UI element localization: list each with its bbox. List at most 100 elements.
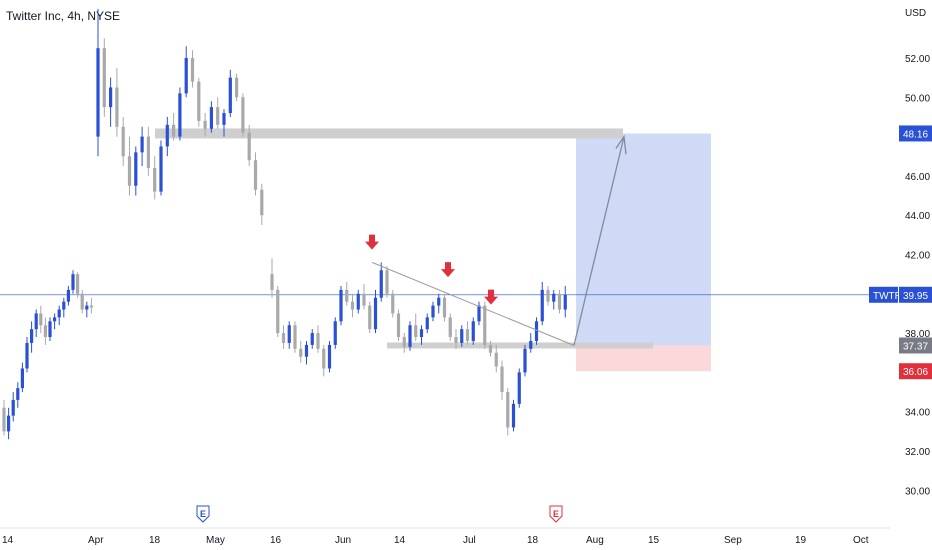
candle-body (299, 348, 303, 357)
candle-body (140, 136, 144, 153)
candle-body (20, 368, 24, 389)
candle-body (159, 146, 163, 192)
candle-body (270, 274, 274, 290)
candle-body (465, 329, 470, 341)
candle-body (115, 87, 119, 127)
candle-body (89, 305, 93, 308)
candle-body (373, 297, 378, 330)
candle-body (109, 87, 113, 108)
down-arrow-icon (484, 289, 498, 305)
candle-body (146, 136, 150, 169)
candle-body (216, 107, 220, 125)
candle-body (345, 289, 349, 302)
candle-body (34, 313, 38, 330)
candle-body (546, 289, 550, 302)
position-zones (576, 133, 711, 372)
drawings (365, 134, 627, 346)
candle-body (304, 344, 309, 357)
candle-body (391, 293, 395, 314)
candle-body (71, 274, 75, 290)
projection-arrowhead (615, 134, 627, 155)
candle-body (235, 77, 239, 98)
candle-body (339, 289, 343, 322)
candle-body (517, 372, 521, 404)
candle-body (102, 48, 106, 108)
time-tick-label: 19 (795, 535, 807, 546)
candle-body (80, 293, 84, 310)
candle-body (253, 160, 258, 190)
time-tick-label: Jun (335, 535, 351, 546)
time-tick-label: Aug (586, 535, 604, 546)
price-tick-label: 46.00 (905, 172, 930, 183)
price-label-box (899, 286, 932, 303)
time-tick-label: 14 (2, 535, 14, 546)
time-tick-label: 14 (394, 535, 406, 546)
time-tick-label: 18 (149, 535, 161, 546)
price-axis: USD52.0050.0048.0046.0044.0042.0040.0038… (905, 8, 930, 497)
candle-body (425, 317, 429, 330)
candle-body (190, 58, 195, 82)
candle-body (494, 352, 498, 367)
candle-body (379, 270, 383, 298)
price-label-text: 48.16 (903, 129, 928, 140)
candle-body (260, 189, 264, 216)
candle-body (30, 329, 34, 343)
price-label-box (899, 363, 932, 380)
price-labels: 48.16 TWTR 39.95 37.37 36.06 (869, 125, 932, 380)
candle-body (2, 407, 6, 432)
candle-body (203, 120, 207, 129)
candle-body (76, 274, 80, 294)
candle-body (197, 81, 201, 121)
time-tick-label: May (206, 535, 225, 546)
trendline (371, 261, 575, 346)
candle-body (333, 321, 337, 345)
price-tick-label: 50.00 (905, 93, 930, 104)
candle-body (62, 301, 66, 310)
candle-body (247, 132, 251, 161)
candle-body (57, 309, 61, 318)
price-tick-label: 52.00 (905, 54, 930, 65)
candle-body (362, 293, 366, 306)
candle-body (121, 126, 125, 157)
candle-body (523, 348, 527, 373)
stop-zone (576, 345, 711, 372)
candle-body (529, 340, 533, 349)
time-tick-label: Oct (853, 535, 869, 546)
candle-body (402, 337, 406, 347)
candle-body (11, 399, 15, 416)
candle-body (209, 107, 213, 129)
candle-body (511, 403, 516, 428)
candle-body (153, 168, 157, 192)
candle-body (368, 305, 372, 330)
candle-body (48, 321, 52, 338)
candle-body (43, 325, 47, 338)
candle-body (16, 388, 20, 400)
time-tick-label: 15 (648, 535, 660, 546)
time-tick-label: Sep (724, 535, 742, 546)
time-tick-label: Apr (88, 535, 104, 546)
price-tick-label: 32.00 (905, 447, 930, 458)
candle-body (327, 344, 332, 369)
candle-body (419, 329, 424, 338)
candle-body (442, 297, 447, 318)
candle-body (127, 156, 132, 186)
candle-body (241, 97, 245, 133)
candle-body (350, 301, 355, 310)
candle-body (134, 152, 138, 186)
target-zone (576, 133, 711, 346)
candle-body (322, 348, 326, 369)
time-tick-label: Jul (463, 535, 476, 546)
candle-body (563, 294, 567, 310)
candle-body (506, 392, 510, 428)
time-tick-label: 18 (527, 535, 539, 546)
candle-body (25, 342, 29, 369)
candle-body (534, 321, 539, 341)
price-tick-label: 38.00 (905, 329, 930, 340)
candle-body (454, 337, 458, 343)
candle-body (483, 305, 487, 345)
price-label-box (899, 125, 932, 142)
candle-body (557, 293, 562, 310)
price-tick-label: 42.00 (905, 251, 930, 262)
